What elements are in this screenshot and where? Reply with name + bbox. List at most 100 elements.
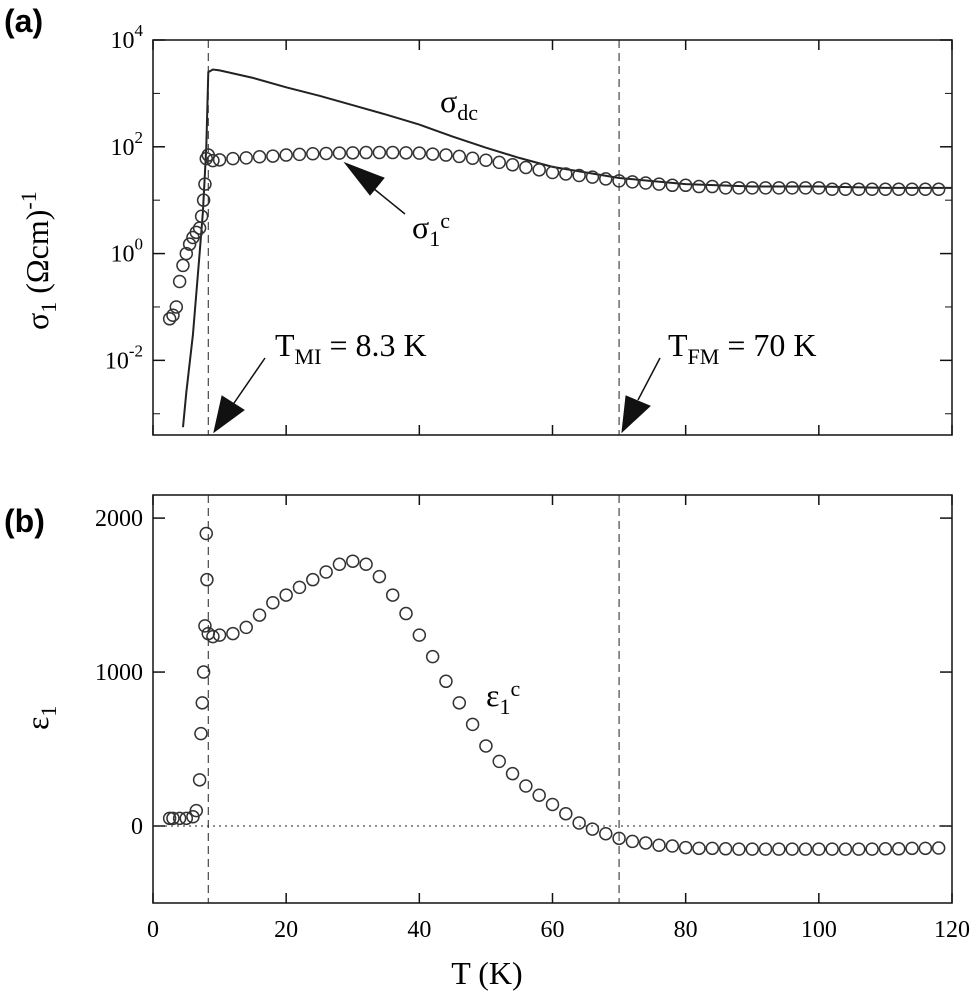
label-part: σ [19,313,55,330]
label-part: σ [440,83,457,119]
data-point [252,608,267,622]
data-point [865,842,879,856]
data-point [194,209,209,224]
arrow-head [213,395,245,434]
label-part: ε [486,677,499,713]
data-point [931,182,946,197]
data-point [199,526,214,541]
data-point [785,181,799,195]
data-point [718,181,733,195]
data-point [319,146,333,161]
data-point [785,842,799,856]
tick-base: 10 [111,28,135,54]
data-point [745,842,759,856]
data-point [195,696,210,710]
data-point [678,178,693,193]
x-tick-label: 60 [541,917,565,943]
x-tick-label: 0 [147,917,159,943]
x-tick-label: 20 [274,917,298,943]
data-point [346,146,360,160]
data-point [519,779,533,793]
y-tick-label: 10-2 [105,341,143,374]
data-point [372,569,387,584]
data-point [638,176,653,190]
label-part: dc [457,100,478,125]
data-point [189,803,204,818]
data-point [439,674,453,689]
data-point [599,826,613,841]
data-point [852,182,866,197]
annotation: ε1c [486,676,520,719]
data-point [625,175,640,189]
y-tick-label: 0 [131,814,143,840]
label-part: = 8.3 K [321,327,426,363]
data-point [212,153,227,167]
arrow-head [343,161,385,196]
data-point [492,155,506,170]
label-part: ε [19,717,55,730]
data-point [599,172,613,186]
data-point [532,788,546,802]
y-tick-label: 102 [111,128,144,161]
tick-exponent: 0 [135,235,144,254]
arrow [637,357,661,401]
data-point [292,580,307,595]
data-point [239,151,253,165]
data-point [332,146,347,160]
annotation: TMI = 8.3 K [275,327,427,369]
data-point [479,153,493,167]
data-point [306,572,320,587]
data-point [692,179,706,194]
data-point [252,150,267,164]
data-point [266,596,280,610]
data-point [162,312,177,326]
data-point [182,237,197,251]
data-point [705,179,720,194]
data-point [519,160,533,175]
data-point [189,225,204,240]
label-part: (Ωcm) [19,210,55,302]
data-point [226,151,240,166]
data-point [200,572,214,587]
data-point [465,151,480,165]
data-point [652,838,666,853]
data-point [825,182,839,197]
data-point [732,842,746,856]
annotation: σdc [440,83,478,125]
data-point [891,182,906,197]
label-part: -1 [16,191,41,209]
data-point [492,754,506,769]
data-point [505,158,520,172]
data-point [838,182,853,197]
plot: 0 20 40 60 80 100 120 0 1000 2000 [95,494,970,943]
arrow-head [621,395,651,434]
data-point [452,696,467,710]
y-tick-label: 1000 [95,660,143,686]
data-point [905,841,919,856]
data-point [812,842,826,856]
x-tick-label: 40 [407,917,431,943]
data-point [865,182,879,197]
x-tick-label: 120 [934,917,970,943]
data-point [772,842,786,856]
data-point [559,167,573,181]
arrows [213,161,661,434]
data-point [891,842,906,856]
data-point [745,181,759,195]
tick-exponent: 2 [135,128,144,147]
data-point [652,177,666,191]
data-point [545,165,560,180]
data-point [638,836,653,850]
data-point [452,149,467,164]
data-point [439,148,453,162]
data-point [266,149,280,163]
data-point [206,629,220,644]
data-point [878,842,893,856]
data-point [572,168,586,183]
y-tick-label: 100 [111,235,144,268]
data-point [545,797,560,812]
data-line [182,68,952,428]
data-point [169,300,184,314]
data-point [399,606,413,621]
